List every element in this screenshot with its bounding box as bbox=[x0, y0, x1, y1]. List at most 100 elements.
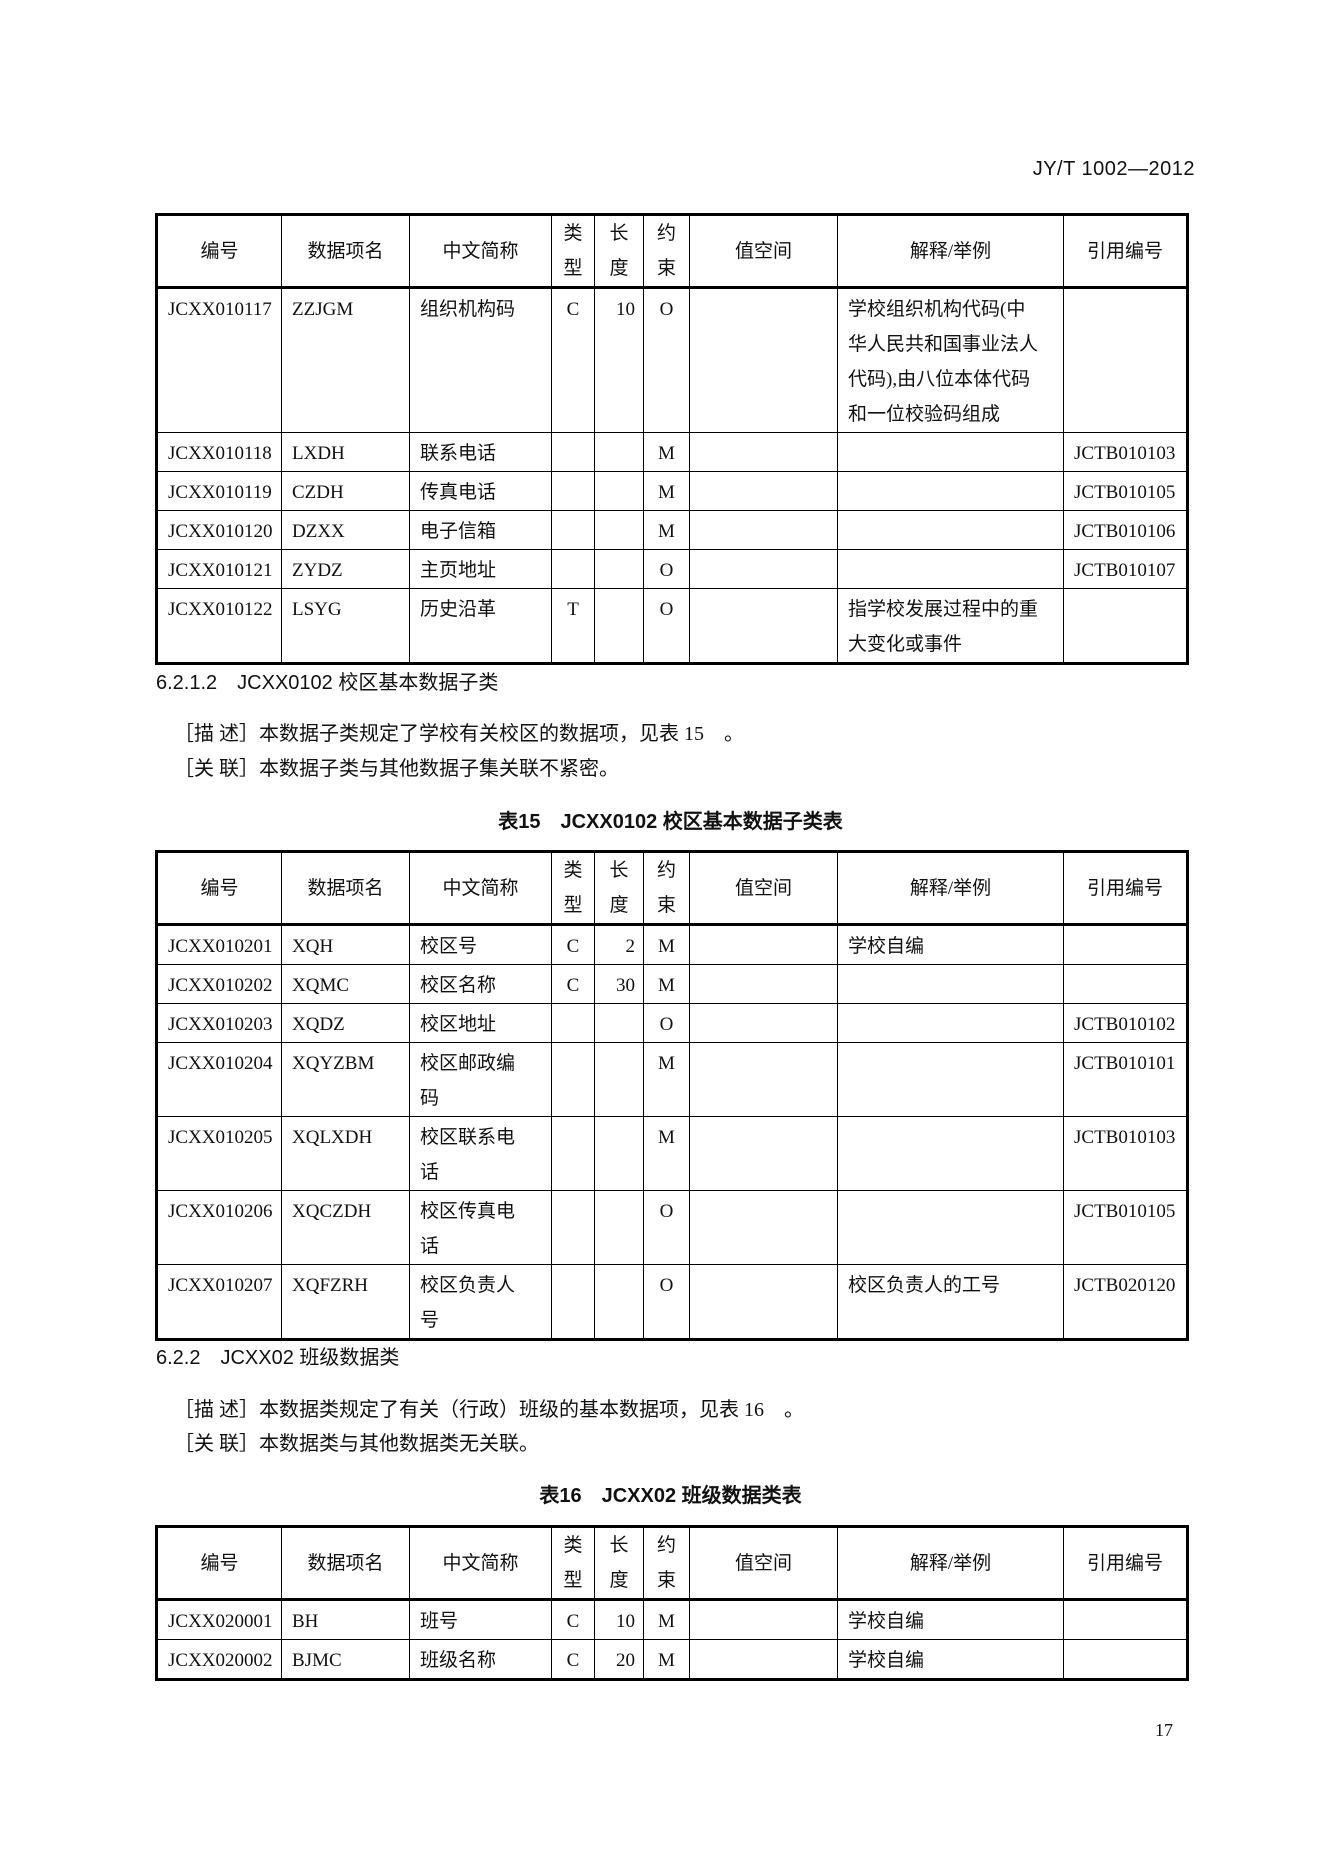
cell-value-space bbox=[689, 1639, 838, 1680]
cell-value-space bbox=[689, 588, 838, 664]
cell-chinese-name: 历史沿革 bbox=[409, 588, 552, 664]
cell-length: 20 bbox=[594, 1639, 644, 1680]
cell-reference-id: JCTB010101 bbox=[1063, 1042, 1188, 1117]
cell-explanation bbox=[837, 1042, 1064, 1117]
cell-reference-id bbox=[1063, 287, 1188, 433]
table-row: JCXX010120 DZXX 电子信箱 M JCTB010106 bbox=[156, 510, 1188, 550]
cell-explanation bbox=[837, 1003, 1064, 1043]
cell-explanation bbox=[837, 964, 1064, 1004]
cell-chinese-name: 班级名称 bbox=[409, 1639, 552, 1680]
cell-item-name: LXDH bbox=[281, 432, 410, 472]
column-header-length: 长 度 bbox=[594, 1526, 644, 1600]
cell-item-name: ZYDZ bbox=[281, 549, 410, 589]
cell-explanation: 学校组织机构代码(中 华人民共和国事业法人 代码),由八位本体代码 和一位校验码… bbox=[837, 287, 1064, 433]
cell-id: JCXX010207 bbox=[156, 1264, 282, 1340]
column-header-constraint: 约 束 bbox=[643, 851, 690, 925]
cell-constraint: M bbox=[643, 471, 690, 511]
cell-length bbox=[594, 1003, 644, 1043]
cell-value-space bbox=[689, 1190, 838, 1265]
cell-constraint: O bbox=[643, 549, 690, 589]
cell-id: JCXX010205 bbox=[156, 1116, 282, 1191]
cell-value-space bbox=[689, 1116, 838, 1191]
table-row: JCXX020002 BJMC 班级名称 C 20 M 学校自编 bbox=[156, 1639, 1188, 1680]
table-row: JCXX010118 LXDH 联系电话 M JCTB010103 bbox=[156, 432, 1188, 472]
table-caption-15: 表15 JCXX0102 校区基本数据子类表 bbox=[498, 811, 843, 833]
cell-item-name: ZZJGM bbox=[281, 287, 410, 433]
cell-constraint: M bbox=[643, 1116, 690, 1191]
cell-constraint: M bbox=[643, 964, 690, 1004]
cell-item-name: LSYG bbox=[281, 588, 410, 664]
column-header-length: 长 度 bbox=[594, 851, 644, 925]
cell-type bbox=[551, 1190, 595, 1265]
column-header-chinese-name: 中文简称 bbox=[409, 214, 552, 288]
cell-explanation: 学校自编 bbox=[837, 1599, 1064, 1640]
cell-explanation: 学校自编 bbox=[837, 1639, 1064, 1680]
cell-explanation: 学校自编 bbox=[837, 924, 1064, 965]
section-heading-6-2-2: 6.2.2 JCXX02 班级数据类 bbox=[156, 1347, 400, 1369]
cell-length: 10 bbox=[594, 287, 644, 433]
cell-type: C bbox=[551, 924, 595, 965]
column-header-id: 编号 bbox=[156, 1526, 282, 1600]
column-header-item-name: 数据项名 bbox=[281, 851, 410, 925]
section-relation: ［关 联］本数据子类与其他数据子集关联不紧密。 bbox=[174, 758, 619, 780]
cell-constraint: M bbox=[643, 1042, 690, 1117]
cell-reference-id bbox=[1063, 588, 1188, 664]
cell-length: 30 bbox=[594, 964, 644, 1004]
cell-item-name: XQLXDH bbox=[281, 1116, 410, 1191]
cell-reference-id bbox=[1063, 1639, 1188, 1680]
cell-length bbox=[594, 432, 644, 472]
cell-item-name: DZXX bbox=[281, 510, 410, 550]
section-relation: ［关 联］本数据类与其他数据类无关联。 bbox=[174, 1433, 539, 1455]
column-header-chinese-name: 中文简称 bbox=[409, 851, 552, 925]
column-header-id: 编号 bbox=[156, 851, 282, 925]
cell-id: JCXX010202 bbox=[156, 964, 282, 1004]
cell-id: JCXX020002 bbox=[156, 1639, 282, 1680]
column-header-type: 类 型 bbox=[551, 851, 595, 925]
column-header-value-space: 值空间 bbox=[689, 1526, 838, 1600]
cell-length bbox=[594, 588, 644, 664]
cell-item-name: CZDH bbox=[281, 471, 410, 511]
cell-reference-id: JCTB010107 bbox=[1063, 549, 1188, 589]
cell-id: JCXX010119 bbox=[156, 471, 282, 511]
table-row: JCXX010117 ZZJGM 组织机构码 C 10 O 学校组织机构代码(中 华人民共和… bbox=[156, 287, 1188, 433]
table-header-row: 编号 数据项名 中文简称类 型长 度约 束值空间 解释/举例 引用编号 bbox=[156, 1526, 1188, 1600]
table-row: JCXX010204 XQYZBM 校区邮政编 码 M JCTB010101 bbox=[156, 1042, 1188, 1117]
cell-chinese-name: 校区名称 bbox=[409, 964, 552, 1004]
cell-item-name: XQH bbox=[281, 924, 410, 965]
cell-length bbox=[594, 1116, 644, 1191]
cell-constraint: O bbox=[643, 1003, 690, 1043]
cell-id: JCXX010201 bbox=[156, 924, 282, 965]
cell-reference-id bbox=[1063, 964, 1188, 1004]
table-row: JCXX010207 XQFZRH 校区负责人 号 O 校区负责人的工号 JCTB0201… bbox=[156, 1264, 1188, 1340]
cell-chinese-name: 校区负责人 号 bbox=[409, 1264, 552, 1340]
cell-constraint: O bbox=[643, 1190, 690, 1265]
cell-explanation bbox=[837, 432, 1064, 472]
cell-type: C bbox=[551, 1639, 595, 1680]
table-row: JCXX010202 XQMC 校区名称 C 30 M bbox=[156, 964, 1188, 1004]
cell-reference-id bbox=[1063, 1599, 1188, 1640]
section-description: ［描 述］本数据子类规定了学校有关校区的数据项，见表 15 。 bbox=[174, 723, 744, 745]
cell-constraint: O bbox=[643, 1264, 690, 1340]
data-table-jcxx0101: 编号 数据项名 中文简称类 型长 度约 束值空间 解释/举例 引用编号 JCXX01011… bbox=[155, 213, 1189, 665]
cell-item-name: XQDZ bbox=[281, 1003, 410, 1043]
cell-explanation bbox=[837, 510, 1064, 550]
cell-id: JCXX010204 bbox=[156, 1042, 282, 1117]
cell-constraint: M bbox=[643, 1599, 690, 1640]
cell-item-name: XQMC bbox=[281, 964, 410, 1004]
column-header-item-name: 数据项名 bbox=[281, 214, 410, 288]
column-header-constraint: 约 束 bbox=[643, 214, 690, 288]
cell-chinese-name: 电子信箱 bbox=[409, 510, 552, 550]
cell-constraint: M bbox=[643, 1639, 690, 1680]
cell-item-name: XQYZBM bbox=[281, 1042, 410, 1117]
cell-chinese-name: 校区传真电 话 bbox=[409, 1190, 552, 1265]
data-table-16: 编号 数据项名 中文简称类 型长 度约 束值空间 解释/举例 引用编号 JCXX02000… bbox=[155, 1525, 1189, 1681]
cell-item-name: BH bbox=[281, 1599, 410, 1640]
cell-chinese-name: 校区地址 bbox=[409, 1003, 552, 1043]
cell-value-space bbox=[689, 549, 838, 589]
table-row: JCXX010121 ZYDZ 主页地址 O JCTB010107 bbox=[156, 549, 1188, 589]
cell-value-space bbox=[689, 1003, 838, 1043]
section-description: ［描 述］本数据类规定了有关（行政）班级的基本数据项，见表 16 。 bbox=[174, 1399, 804, 1421]
cell-value-space bbox=[689, 1599, 838, 1640]
cell-length bbox=[594, 1264, 644, 1340]
cell-chinese-name: 校区号 bbox=[409, 924, 552, 965]
